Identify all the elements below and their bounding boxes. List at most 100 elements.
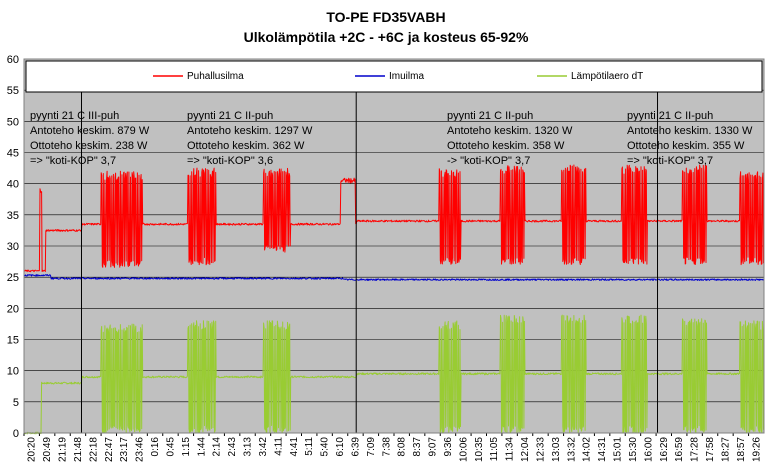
y-tick-label: 20 — [7, 303, 19, 315]
x-tick-label: 20:49 — [42, 437, 53, 462]
x-tick-label: 2:14 — [212, 437, 223, 457]
x-tick-label: 0:45 — [165, 437, 176, 457]
x-tick-label: 5:40 — [320, 437, 331, 457]
chart-subtitle: Ulkolämpötila +2C - +6C ja kosteus 65-92… — [244, 29, 529, 45]
legend-entry-imuilma: Imuilma — [355, 71, 424, 82]
x-tick-label: 4:41 — [289, 437, 300, 457]
x-tick-label: 14:02 — [582, 437, 593, 462]
plot-border — [23, 58, 765, 434]
x-tick-label: 10:35 — [474, 437, 485, 462]
x-tick-label: 4:11 — [273, 437, 284, 456]
x-tick-label: 1:15 — [181, 437, 192, 457]
annotation-line: => "koti-KOP" 3,7 — [30, 155, 116, 167]
x-tick-label: 6:39 — [350, 437, 361, 457]
y-tick-label: 30 — [7, 241, 19, 253]
x-tick-label: 17:28 — [690, 437, 701, 462]
x-tick-label: 17:58 — [705, 437, 716, 462]
y-tick-label: 45 — [7, 148, 19, 160]
y-tick-label: 5 — [13, 397, 19, 409]
y-tick-label: 55 — [7, 85, 19, 97]
x-tick-label: 16:59 — [674, 437, 685, 462]
annotation-line: pyynti 21 C III-puh — [30, 110, 119, 122]
annotation-block-1: pyynti 21 C III-puh Antoteho keskim. 879 … — [30, 110, 150, 167]
x-tick-label: 13:03 — [551, 437, 562, 462]
x-tick-label: 12:04 — [520, 437, 531, 462]
annotations: pyynti 21 C III-puh Antoteho keskim. 879 … — [30, 110, 753, 167]
y-tick-label: 50 — [7, 116, 19, 128]
annotation-block-3: pyynti 21 C II-puh Antoteho keskim. 1320 … — [447, 110, 573, 167]
x-tick-label: 12:33 — [535, 437, 546, 462]
legend-label-puhallusilma: Puhallusilma — [187, 71, 244, 82]
annotation-line: pyynti 21 C II-puh — [447, 110, 533, 122]
series-line-imuilma — [23, 274, 765, 281]
annotation-line: Antoteho keskim. 1297 W — [187, 125, 313, 137]
y-tick-label: 35 — [7, 210, 19, 222]
series-line-puhallusilma — [23, 164, 765, 273]
y-tick-label: 10 — [7, 366, 19, 378]
legend: Puhallusilma Imuilma Lämpötilaero dT — [25, 60, 763, 93]
x-tick-label: 15:01 — [613, 437, 624, 462]
x-tick-label: 23:17 — [119, 437, 130, 462]
y-axis-ticks: 0 5 10 15 20 25 30 35 40 45 50 55 60 — [7, 54, 19, 440]
x-tick-label: 6:10 — [335, 437, 346, 457]
annotation-line: pyynti 21 C II-puh — [627, 110, 713, 122]
annotation-line: Ottoteho keskim. 355 W — [627, 140, 745, 152]
gridlines — [24, 58, 764, 434]
y-tick-label: 60 — [7, 54, 19, 66]
legend-label-lampotilaero: Lämpötilaero dT — [571, 71, 643, 82]
x-tick-label: 8:08 — [397, 437, 408, 457]
x-tick-label: 3:13 — [243, 437, 254, 457]
x-tick-label: 8:37 — [412, 437, 423, 457]
x-tick-label: 9:07 — [428, 437, 439, 457]
legend-entry-puhallusilma: Puhallusilma — [153, 71, 244, 82]
annotation-block-4: pyynti 21 C II-puh Antoteho keskim. 1330 … — [627, 110, 753, 167]
annotation-line: => "koti-KOP" 3,6 — [187, 155, 273, 167]
x-tick-label: 7:38 — [381, 437, 392, 457]
x-tick-label: 1:44 — [196, 437, 207, 457]
y-tick-label: 0 — [13, 428, 19, 440]
chart-title: TO-PE FD35VABH — [326, 9, 445, 25]
x-tick-label: 21:19 — [58, 437, 69, 462]
annotation-line: -> "koti-KOP" 3,7 — [447, 155, 530, 167]
annotation-line: Antoteho keskim. 1330 W — [627, 125, 753, 137]
series-group — [23, 164, 765, 435]
x-tick-label: 18:57 — [736, 437, 747, 462]
x-tick-label: 15:30 — [628, 437, 639, 462]
series-line-lampotilaero-dt — [23, 314, 765, 435]
x-tick-label: 23:46 — [135, 437, 146, 462]
x-tick-label: 20:20 — [27, 437, 38, 462]
annotation-line: pyynti 21 C II-puh — [187, 110, 273, 122]
x-tick-label: 5:11 — [304, 437, 315, 456]
x-tick-label: 16:29 — [659, 437, 670, 462]
y-tick-label: 25 — [7, 272, 19, 284]
x-tick-label: 21:48 — [73, 437, 84, 462]
x-tick-label: 22:47 — [104, 437, 115, 462]
x-tick-label: 9:36 — [443, 437, 454, 457]
annotation-line: Ottoteho keskim. 238 W — [30, 140, 148, 152]
annotation-block-2: pyynti 21 C II-puh Antoteho keskim. 1297 … — [187, 110, 313, 167]
x-tick-label: 10:06 — [458, 437, 469, 462]
x-tick-label: 19:26 — [751, 437, 762, 462]
annotation-line: Antoteho keskim. 879 W — [30, 125, 150, 137]
legend-box — [25, 60, 763, 93]
legend-entry-lampotilaero: Lämpötilaero dT — [537, 71, 643, 82]
annotation-line: Ottoteho keskim. 362 W — [187, 140, 305, 152]
x-tick-label: 3:42 — [258, 437, 269, 457]
x-tick-label: 11:34 — [505, 437, 516, 462]
x-tick-label: 18:27 — [720, 437, 731, 462]
x-tick-label: 16:00 — [643, 437, 654, 462]
x-tick-label: 11:05 — [489, 437, 500, 462]
x-tick-label: 0:16 — [150, 437, 161, 457]
x-tick-label: 13:32 — [566, 437, 577, 462]
x-tick-label: 2:43 — [227, 437, 238, 457]
x-tick-label: 14:31 — [597, 437, 608, 462]
annotation-line: => "koti-KOP" 3,7 — [627, 155, 713, 167]
x-axis-ticks: 20:20 20:49 21:19 21:48 22:18 22:47 23:17 23:46… — [27, 437, 763, 462]
annotation-line: Antoteho keskim. 1320 W — [447, 125, 573, 137]
x-tick-label: 22:18 — [88, 437, 99, 462]
y-tick-label: 15 — [7, 335, 19, 347]
x-tick-label: 7:09 — [366, 437, 377, 457]
legend-label-imuilma: Imuilma — [389, 71, 424, 82]
annotation-line: Ottoteho keskim. 358 W — [447, 140, 565, 152]
